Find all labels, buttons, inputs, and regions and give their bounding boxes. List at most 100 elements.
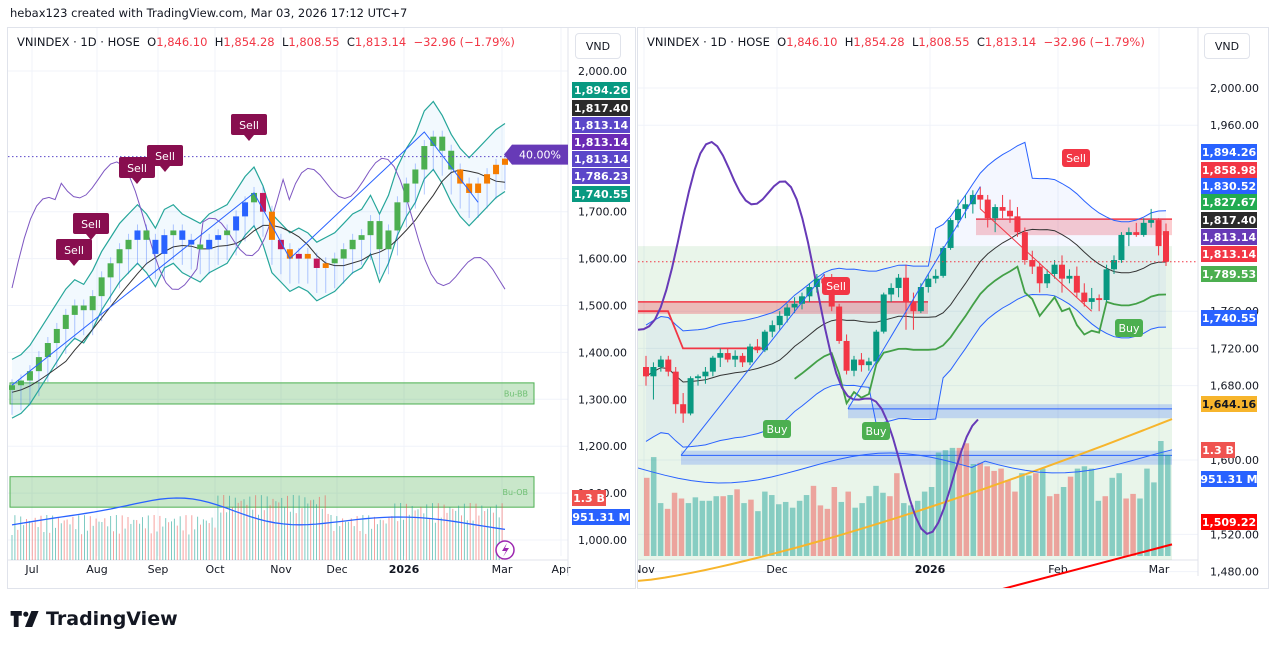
y-axis-tick: 1,200.00 (578, 440, 627, 453)
candle-body (947, 220, 954, 248)
bollinger-lower-line (11, 168, 506, 419)
buy-signal[interactable]: Buy (1115, 319, 1143, 337)
candle-body (313, 258, 320, 268)
volume-bar (796, 500, 803, 556)
volume-bar (901, 503, 907, 556)
candle-body (709, 357, 716, 372)
candle-body (895, 277, 902, 288)
candle-body (466, 183, 473, 193)
candle-body (349, 239, 356, 250)
x-axis-tick: Mar (1149, 563, 1170, 576)
oscillator-line (638, 140, 979, 536)
x-axis-tick: Dec (326, 563, 347, 576)
volume-bar (664, 508, 671, 556)
sell-signal-box (73, 213, 109, 234)
candle-body (376, 221, 383, 250)
sell-signal[interactable]: Sell (73, 213, 109, 240)
candle-body (475, 183, 482, 193)
buy-signal-label: Buy (865, 425, 887, 438)
price-label-bg (1201, 246, 1257, 262)
zone-label: Bu-OB (503, 488, 528, 497)
buy-signal[interactable]: Buy (862, 422, 890, 440)
sell-signal[interactable]: Sell (231, 114, 267, 141)
candle-body (493, 164, 500, 175)
price-label: 1,858.98 (1202, 164, 1256, 177)
candle-body (295, 253, 302, 259)
trend-line (11, 131, 479, 386)
price-label: 1,813.14 (574, 136, 629, 149)
volume-bar (713, 496, 719, 556)
candle-body (502, 158, 508, 165)
price-label: 951.31 M (1200, 473, 1257, 486)
volume-bar (998, 468, 1004, 556)
trend-line (680, 273, 825, 456)
sell-signal-label: Sell (64, 244, 84, 257)
candle-body (999, 207, 1006, 211)
volume-bar (685, 503, 692, 556)
candle-body (1066, 275, 1073, 279)
volume-bar (1151, 482, 1157, 556)
buy-signal-label: Buy (766, 423, 788, 436)
candle-body (412, 169, 419, 184)
currency-unit-button[interactable]: VND (1204, 33, 1250, 59)
candle-body (1148, 220, 1155, 223)
close-value: 1,813.14 (354, 35, 407, 49)
sell-signal[interactable]: Sell (147, 145, 183, 172)
candle-body (865, 361, 872, 366)
price-label-bg (1201, 442, 1235, 458)
oscillator-line (11, 157, 506, 290)
sell-signal-label: Sell (155, 150, 175, 163)
sell-signal-pointer (244, 135, 254, 141)
open-value: 1,846.10 (786, 35, 838, 49)
sell-signal[interactable]: Sell (822, 277, 850, 295)
x-axis-tick: 2026 (389, 563, 420, 576)
volume-bar (671, 492, 678, 556)
volume-bar (1074, 468, 1081, 556)
candle-body (26, 371, 33, 381)
y-axis-tick: 1,400.00 (578, 346, 627, 359)
price-label: 1,830.52 (1202, 180, 1256, 193)
candle-body (903, 277, 909, 302)
right-chart-canvas[interactable]: 2,000.001,960.001,760.001,720.001,680.00… (638, 28, 1269, 589)
sell-signal[interactable]: Sell (119, 157, 155, 184)
price-label-bg (1201, 212, 1257, 228)
volume-bar (1026, 475, 1032, 556)
high-value: 1,854.28 (853, 35, 905, 49)
sell-signal[interactable]: Sell (56, 239, 92, 266)
sell-signal-label: Sell (826, 280, 846, 293)
right-chart-panel[interactable]: VNINDEX · 1D · HOSE O1,846.10 H1,854.28 … (637, 27, 1269, 589)
bollinger-fill (12, 101, 505, 419)
candle-body (197, 244, 204, 250)
symbol-info: VNINDEX · 1D · HOSE (17, 35, 140, 49)
sell-signal[interactable]: Sell (1062, 149, 1090, 167)
volume-bar (810, 485, 817, 556)
candle-body (304, 253, 311, 259)
tradingview-logo[interactable]: TradingView (10, 608, 178, 630)
lightning-icon[interactable] (495, 540, 515, 560)
candle-body (98, 277, 105, 297)
candle-body (932, 275, 939, 279)
volume-bar (789, 507, 796, 556)
currency-unit-button[interactable]: VND (575, 33, 621, 59)
left-chart-legend: VNINDEX · 1D · HOSE O1,846.10 H1,854.28 … (17, 35, 515, 49)
candle-body (385, 230, 392, 250)
sell-signal-box (147, 145, 183, 166)
left-chart-panel[interactable]: VNINDEX · 1D · HOSE O1,846.10 H1,854.28 … (7, 27, 636, 589)
buy-signal-label: Buy (1118, 322, 1140, 335)
volume-bar (984, 466, 990, 556)
candle-body (251, 192, 258, 203)
percent-badge-bg (504, 144, 568, 165)
candle-body (9, 385, 15, 390)
sell-signal-pointer (69, 260, 79, 266)
volume-bar (755, 511, 761, 556)
candle-body (695, 376, 701, 379)
volume-bar (1123, 498, 1129, 556)
candle-body (116, 249, 123, 264)
price-label: 1,817.40 (574, 102, 629, 115)
candle-body (277, 239, 284, 250)
candle-body (403, 183, 410, 203)
volume-bar (734, 489, 740, 556)
candle-body (843, 340, 850, 371)
buy-signal[interactable]: Buy (763, 420, 791, 438)
left-chart-canvas[interactable]: 2,000.00 1,700.00 1,600.00 1,500.00 1,400.00… (8, 28, 636, 589)
